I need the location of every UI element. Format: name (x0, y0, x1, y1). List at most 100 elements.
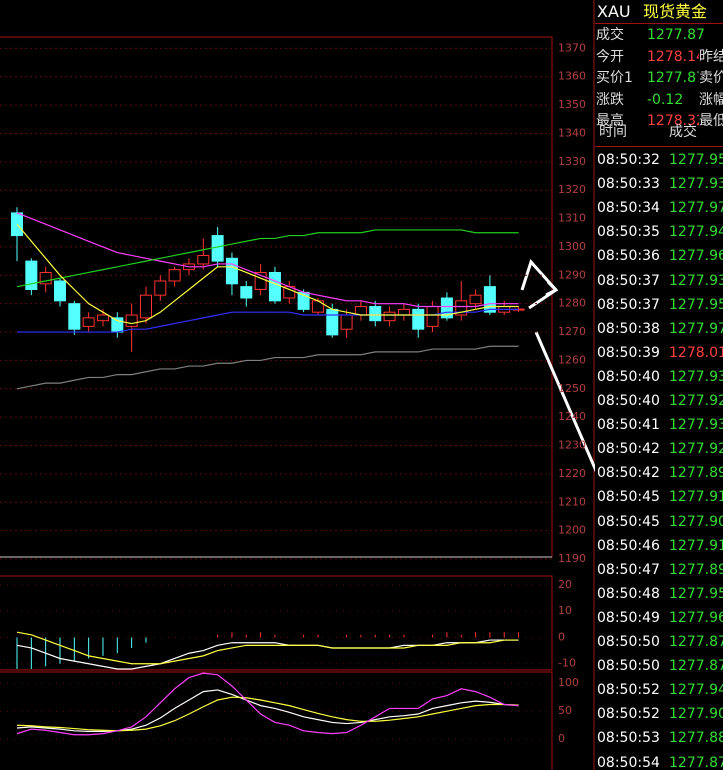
tick-time: 08:50:36 (597, 248, 660, 265)
quote-value: 1278.14 (647, 48, 705, 65)
candle-body (483, 286, 496, 313)
y-tick-label: 1290 (558, 268, 586, 281)
quote-label: 最高 (596, 113, 624, 129)
tick-time: 08:50:54 (597, 754, 660, 770)
candle-body (455, 300, 468, 316)
tick-time: 08:50:47 (597, 561, 660, 578)
y-tick-label: 1200 (558, 524, 586, 537)
tick-row: 08:50:52 1277.90 (595, 702, 723, 726)
quote-label: 最低 (699, 111, 723, 132)
y-tick-label: 1310 (558, 212, 586, 225)
tick-price: 1277.90 (669, 706, 723, 723)
quote-label: 卖价 (699, 68, 723, 89)
tick-time: 08:50:42 (597, 465, 660, 482)
tick-row: 08:50:46 1277.91 (595, 534, 723, 558)
tick-price: 1277.89 (669, 465, 723, 482)
tick-row: 08:50:37 1277.93 (595, 269, 723, 293)
candle-body (168, 269, 181, 282)
tick-row: 08:50:40 1277.93 (595, 365, 723, 389)
ticks-header: 时间 成交 (595, 120, 723, 144)
indicator-line (16, 212, 519, 308)
y-tick-label: 1280 (558, 297, 586, 310)
tick-price: 1277.87 (669, 634, 723, 650)
tick-row: 08:50:54 1277.87 (595, 751, 723, 770)
candle-body (139, 294, 152, 319)
arrow (520, 259, 559, 310)
rule (595, 23, 723, 24)
tick-time: 08:50:40 (597, 393, 660, 409)
y-tick-label: 1220 (558, 467, 586, 480)
tick-row: 08:50:40 1277.92 (595, 389, 723, 413)
indicator-line (16, 696, 519, 732)
candle-body (383, 311, 396, 322)
tick-time: 08:50:42 (597, 441, 660, 458)
tick-price: 1277.93 (669, 272, 723, 289)
y-tick-label: 1190 (558, 552, 586, 565)
tick-row: 08:50:47 1277.89 (595, 558, 723, 582)
tick-time: 08:50:34 (597, 200, 660, 217)
y-tick-label: 1260 (558, 353, 586, 366)
y-tick-label: 10 (558, 604, 572, 617)
candle-body (469, 294, 482, 305)
y-tick-label: 20 (558, 578, 572, 591)
tick-price: 1277.89 (669, 561, 723, 578)
tick-time: 08:50:45 (597, 513, 660, 530)
tick-row: 08:50:36 1277.96 (595, 244, 723, 268)
quote-label: 今开 (596, 48, 624, 65)
tick-time: 08:50:35 (597, 224, 660, 241)
y-tick-label: 1250 (558, 382, 586, 395)
tick-time: 08:50:48 (597, 585, 660, 602)
tick-time: 08:50:40 (597, 368, 660, 385)
arrow (534, 331, 595, 473)
tick-price: 1277.95 (669, 296, 723, 313)
tick-price: 1277.93 (669, 176, 723, 193)
quote-label: 成交 (596, 27, 624, 43)
candle-body (254, 271, 267, 290)
candle-body (39, 271, 52, 285)
tick-price: 1277.92 (669, 441, 723, 458)
arrow-head (545, 280, 558, 297)
tick-price: 1277.87 (669, 754, 723, 770)
indicator-line (16, 689, 519, 732)
candle-body (340, 314, 353, 330)
symbol-name: 现货黄金 (643, 2, 708, 21)
tick-row: 08:50:38 1277.97 (595, 317, 723, 341)
y-tick-label: 1370 (558, 41, 586, 54)
quote-label: 涨幅 (699, 89, 723, 111)
tick-time: 08:50:46 (597, 537, 660, 554)
quote-label: 昨结 (699, 46, 723, 68)
candle-body (412, 308, 425, 330)
quote-value: 1278.32 (647, 113, 705, 129)
candle-body (268, 271, 281, 302)
y-tick-label: 50 (558, 704, 572, 717)
y-tick-label: 1240 (558, 410, 586, 423)
rule (595, 146, 723, 147)
column-header: 时间 (599, 124, 627, 140)
tick-time: 08:50:37 (597, 272, 660, 289)
tick-price: 1277.91 (669, 537, 723, 554)
candle-body (154, 280, 167, 296)
y-tick-label: 1270 (558, 325, 586, 338)
tick-price: 1277.97 (669, 320, 723, 337)
tick-row: 08:50:53 1277.88 (595, 726, 723, 750)
chart: 1190 1200 1210 1220 1230 1240 1250 1260 1270 1280… (0, 0, 595, 770)
candle-body (426, 306, 439, 327)
tick-row: 08:50:39 1278.01 (595, 341, 723, 365)
candle-body (53, 280, 66, 302)
tick-row: 08:50:48 1277.95 (595, 582, 723, 606)
tick-time: 08:50:32 (597, 152, 660, 168)
indicator-line (16, 631, 519, 665)
y-tick-label: -10 (558, 657, 576, 670)
indicator-line (16, 223, 519, 325)
tick-row: 08:50:32 1277.95 (595, 148, 723, 172)
tick-price: 1277.96 (669, 248, 723, 265)
candle-body (25, 260, 38, 290)
candle-body (326, 308, 339, 336)
quote-value: 1277.87 (647, 70, 705, 86)
tick-price: 1277.90 (669, 513, 723, 530)
y-tick-label: 1340 (558, 126, 586, 139)
y-tick-label: 1350 (558, 98, 586, 111)
y-tick-label: 1360 (558, 70, 586, 83)
tick-price: 1277.95 (669, 152, 723, 168)
